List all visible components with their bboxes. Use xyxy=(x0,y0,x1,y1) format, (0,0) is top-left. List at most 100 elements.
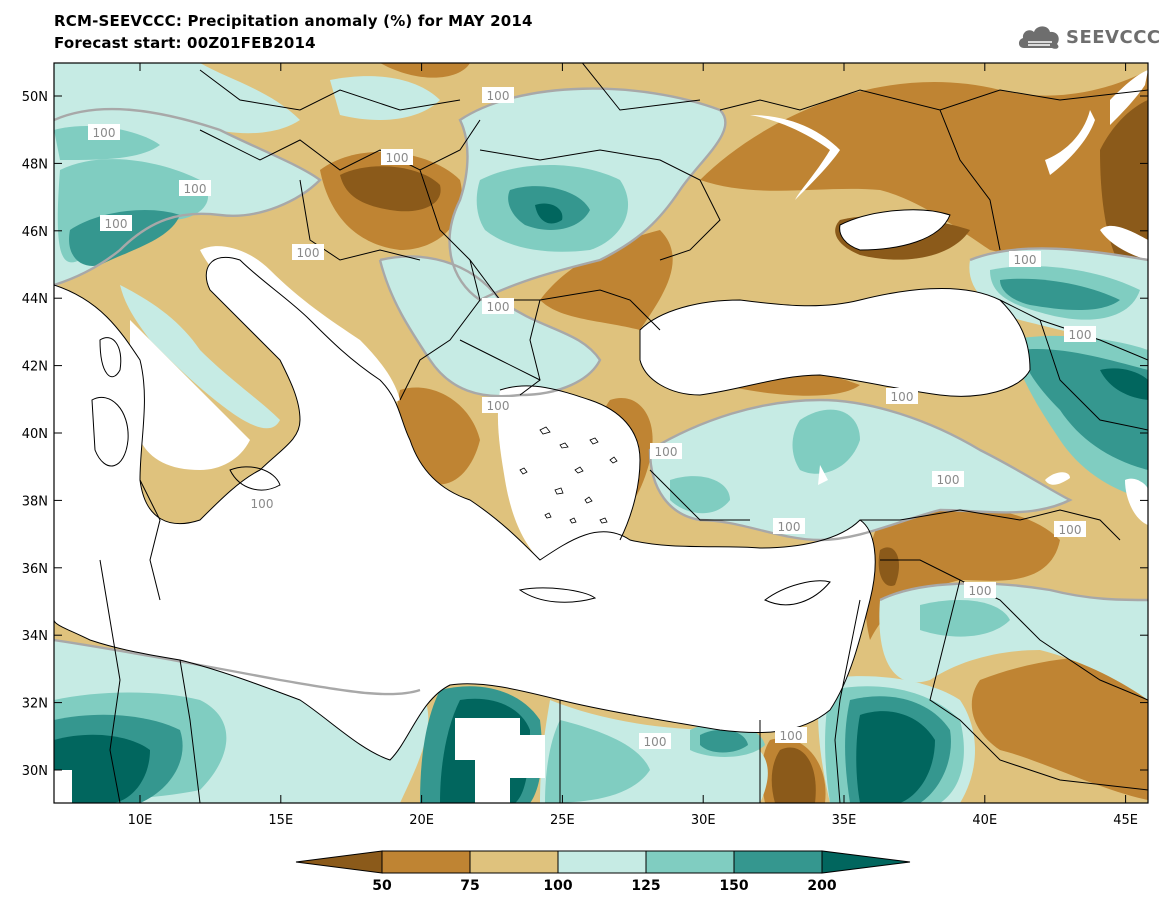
contour-100-a xyxy=(448,87,727,302)
field-gt200-libya xyxy=(54,734,150,803)
field-lt50-hungary xyxy=(340,166,441,212)
legend-label: 125 xyxy=(631,878,660,894)
mask-libya xyxy=(455,718,545,803)
field-125-150-egypt xyxy=(545,720,650,803)
legend-swatch xyxy=(381,850,471,874)
contour-100-b xyxy=(378,255,602,398)
field-gt200-jordan xyxy=(856,711,935,803)
field-gt200-hungary xyxy=(535,203,563,224)
contour-label: 100 xyxy=(1069,328,1092,342)
contour-label-bg xyxy=(246,495,278,511)
adriatic-sea xyxy=(200,246,400,404)
mask-north-east xyxy=(1110,70,1148,125)
lon-label: 30E xyxy=(691,813,716,828)
legend-arrow-high xyxy=(821,850,911,874)
contour-label: 100 xyxy=(93,126,116,140)
field-100-125-north xyxy=(330,76,440,120)
contour-label-bg xyxy=(775,727,807,743)
legend-arrow-low xyxy=(295,850,383,874)
field-gt200-east xyxy=(1100,368,1148,400)
field-lt50-syria xyxy=(878,547,900,586)
contour-label-bg xyxy=(381,149,413,165)
contour-label: 100 xyxy=(487,300,510,314)
lat-label: 32N xyxy=(22,697,48,712)
lat-label: 30N xyxy=(22,764,48,779)
contour-100-f xyxy=(879,582,1148,602)
lat-label: 36N xyxy=(22,562,48,577)
contour-label-bg xyxy=(639,733,671,749)
contour-label-bg xyxy=(932,471,964,487)
contour-label: 100 xyxy=(1014,253,1037,267)
contour-100-d xyxy=(54,107,322,287)
field-125-150-turkey xyxy=(792,409,860,474)
lat-label: 44N xyxy=(22,292,48,307)
mask-west xyxy=(54,770,72,803)
contour-label-bg xyxy=(482,397,514,413)
lon-label: 20E xyxy=(409,813,434,828)
field-150-200-caucasus xyxy=(1000,278,1120,310)
mediterranean-sea xyxy=(54,257,876,760)
aegean-sea xyxy=(497,385,640,564)
lat-label: 34N xyxy=(22,629,48,644)
field-100-125-alps-north xyxy=(54,63,300,134)
contour-100-g xyxy=(54,638,421,696)
legend-label: 100 xyxy=(543,878,572,894)
contour-label: 100 xyxy=(251,497,274,511)
latitude-axis: 50N 48N 46N 44N 42N 40N 38N 36N 34N 32N 30N xyxy=(22,90,1148,779)
lat-label: 40N xyxy=(22,427,48,442)
mask-volga xyxy=(1045,110,1095,175)
legend-label: 200 xyxy=(807,878,836,894)
contour-label-bg xyxy=(773,518,805,534)
field-50-75-iraq xyxy=(971,656,1148,800)
contour-label-bg xyxy=(482,298,514,314)
contour-label: 100 xyxy=(644,735,667,749)
forecast-start-label: Forecast start: 00Z01FEB2014 xyxy=(54,34,316,52)
field-125-150-levant xyxy=(920,600,1010,637)
contour-label-bg xyxy=(482,87,514,103)
seevccc-logo: SEEVCCC xyxy=(1016,20,1160,58)
mask-ukraine-river xyxy=(750,115,840,200)
field-100-125-balkans xyxy=(380,256,600,397)
field-125-150-turkey-west xyxy=(670,476,730,514)
lon-label: 10E xyxy=(128,813,153,828)
contour-label: 100 xyxy=(297,246,320,260)
legend-swatch xyxy=(645,850,735,874)
longitude-axis: 10E 15E 20E 25E 30E 35E 40E 45E xyxy=(128,63,1138,828)
contour-100-e xyxy=(969,247,1148,262)
field-150-200-nile xyxy=(700,729,748,753)
contour-label: 100 xyxy=(891,390,914,404)
field-50-75-syria xyxy=(864,506,1060,640)
contour-labels: 100 100 100 100 100 100 100 100 100 100 100 100 100 1… xyxy=(88,87,1096,749)
mask-caspian xyxy=(1125,478,1148,525)
lat-label: 38N xyxy=(22,494,48,509)
contour-label-bg xyxy=(650,443,682,459)
mask-turkey-2 xyxy=(1045,472,1070,485)
contour-label-bg xyxy=(179,180,211,196)
contour-label: 100 xyxy=(937,473,960,487)
contour-label-bg xyxy=(1009,251,1041,267)
contour-label: 100 xyxy=(655,445,678,459)
lon-label: 35E xyxy=(832,813,857,828)
coastlines-and-borders xyxy=(54,63,1148,803)
field-50-75-top xyxy=(380,63,470,78)
contour-label: 100 xyxy=(778,520,801,534)
caspian-sea-edge xyxy=(1100,225,1148,260)
contour-label-bg xyxy=(100,215,132,231)
aegean-islands xyxy=(519,426,618,524)
chart-title: RCM-SEEVCCC: Precipitation anomaly (%) f… xyxy=(54,12,533,30)
field-50-75-romania xyxy=(540,230,673,330)
map-field xyxy=(54,63,1148,803)
tyrrhenian-sea xyxy=(130,320,250,470)
lat-label: 46N xyxy=(22,225,48,240)
contour-label-bg xyxy=(964,582,996,598)
contour-label: 100 xyxy=(1059,523,1082,537)
black-sea xyxy=(640,288,1030,397)
contour-label: 100 xyxy=(386,151,409,165)
lat-label: 50N xyxy=(22,90,48,105)
cloud-icon xyxy=(1018,26,1059,49)
sea-of-azov xyxy=(839,209,950,250)
legend-label: 50 xyxy=(372,878,392,894)
field-100-125-italy xyxy=(120,285,280,429)
contour-100-c xyxy=(648,398,1073,542)
